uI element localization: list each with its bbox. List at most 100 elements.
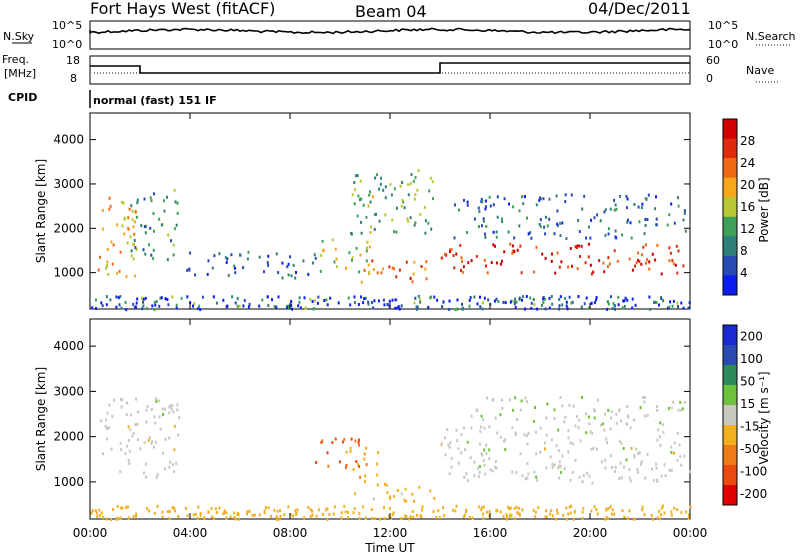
cell-clutter: [287, 306, 290, 310]
cell-clutter: [687, 516, 690, 520]
cell-r7: [621, 233, 624, 237]
cell-r4: [629, 479, 632, 483]
cell-clutter: [479, 295, 481, 299]
cell-r4: [503, 439, 505, 443]
cell-clutter: [96, 515, 99, 519]
cell-r7: [633, 203, 636, 206]
cell-r6: [509, 242, 512, 246]
cell-r5: [625, 422, 628, 426]
cell-r7: [556, 224, 559, 228]
colorbar-tick-label: 20: [740, 178, 755, 192]
cell-r6: [576, 267, 579, 271]
cell-r4: [673, 441, 676, 445]
cell-clutter: [275, 515, 278, 519]
cell-clutter: [146, 507, 149, 510]
colorbar-tick-label: 100: [740, 352, 763, 366]
cell-r4: [360, 197, 363, 201]
cell-clutter: [212, 517, 215, 521]
cell-clutter: [309, 508, 312, 512]
cell-r4: [356, 174, 359, 178]
cell-clutter: [174, 509, 176, 513]
cell-r3: [396, 489, 399, 492]
cell-r0: [112, 243, 115, 247]
cell-clutter: [622, 299, 625, 303]
cell-r1: [152, 212, 155, 215]
cell-clutter: [545, 509, 547, 513]
cell-r5: [619, 419, 622, 423]
cell-r0: [116, 271, 118, 275]
cell-clutter: [326, 507, 329, 511]
cell-r7: [644, 217, 647, 221]
power-cells: [91, 169, 691, 312]
cell-clutter: [545, 515, 548, 519]
cell-clutter: [153, 300, 156, 304]
cell-r0: [173, 448, 176, 452]
cell-r0: [120, 448, 123, 451]
cell-r5: [360, 280, 363, 284]
cell-clutter: [141, 307, 144, 311]
cell-r2: [266, 261, 269, 265]
cell-clutter: [216, 301, 218, 305]
cell-r7: [625, 194, 628, 198]
cell-r5: [627, 415, 630, 419]
cell-r6: [567, 265, 570, 269]
cell-r1: [167, 233, 170, 237]
cell-r5: [641, 396, 644, 399]
cell-clutter: [566, 307, 569, 311]
cell-clutter: [676, 301, 679, 305]
cell-clutter: [225, 305, 228, 309]
cell-r1: [334, 437, 337, 441]
cell-clutter: [473, 295, 476, 299]
cell-r4: [557, 428, 560, 432]
cell-r4: [670, 445, 673, 449]
cell-r7: [570, 193, 573, 197]
cell-r4: [644, 476, 647, 480]
cell-r4: [424, 231, 427, 235]
cell-r4: [446, 428, 449, 432]
cell-r4: [656, 438, 659, 442]
cell-clutter: [297, 304, 300, 308]
cell-clutter: [497, 300, 500, 303]
cell-clutter: [468, 304, 471, 308]
cell-r2: [365, 463, 368, 467]
cell-clutter: [430, 295, 433, 299]
velocity-colorbar-label: Velocity [m s⁻¹]: [757, 371, 771, 464]
cell-r3: [365, 259, 368, 263]
cell-r1: [135, 215, 138, 219]
cell-r0: [143, 471, 145, 475]
cell-r7: [466, 200, 469, 204]
cell-r6: [544, 256, 547, 260]
cell-clutter: [292, 514, 294, 518]
cell-r4: [606, 441, 608, 445]
cell-r0: [129, 428, 132, 432]
cell-r4: [414, 176, 417, 180]
cell-r6: [651, 252, 654, 256]
cell-r2: [242, 266, 245, 270]
cell-r3: [348, 251, 351, 255]
cell-r2: [352, 468, 355, 471]
cell-clutter: [236, 304, 239, 308]
cell-r4: [495, 466, 498, 470]
cell-clutter: [651, 517, 654, 521]
cell-clutter: [400, 516, 403, 520]
velocity-axis-ticks: 00:00 04:00 08:00 12:00 16:00 20:00 00:00 1000 2…: [53, 319, 707, 540]
cell-clutter: [509, 300, 512, 304]
cell-clutter: [421, 508, 423, 512]
cell-clutter: [271, 298, 273, 302]
cell-r4: [447, 443, 450, 447]
cell-r0: [169, 460, 172, 464]
cell-r5: [643, 400, 646, 404]
cell-r7: [615, 207, 618, 211]
cell-r4: [637, 471, 640, 474]
cell-r1: [140, 224, 143, 228]
cell-r5: [382, 267, 384, 271]
cell-r4: [567, 436, 570, 440]
cell-clutter: [617, 303, 620, 307]
cell-r6: [669, 251, 672, 255]
cell-r7: [559, 221, 562, 225]
cell-r2: [376, 462, 379, 466]
cell-clutter: [605, 515, 608, 519]
cell-clutter: [595, 296, 598, 299]
cell-r2: [258, 255, 261, 259]
cell-clutter: [623, 299, 626, 303]
